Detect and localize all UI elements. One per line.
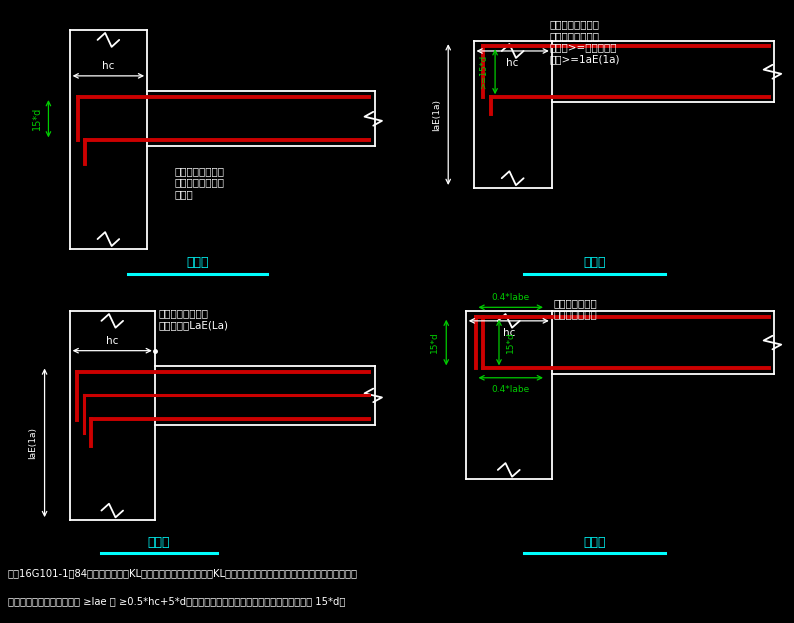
Text: hc: hc [507,58,518,68]
Text: 0.4*labe: 0.4*labe [491,293,530,302]
Text: 节点二: 节点二 [584,257,606,270]
Text: hc: hc [102,61,114,71]
Text: 15*d: 15*d [506,331,515,353]
Text: laE(1a): laE(1a) [29,427,37,459]
Text: hc: hc [503,328,515,338]
Text: 节点三: 节点三 [148,536,170,548]
Text: 下部纵筋直锚时，锚固长度 ≥lae 且 ≥0.5*hc+5*d；不能直锚纵筋伸至对边弯折，弯折长度默认为 15*d。: 下部纵筋直锚时，锚固长度 ≥lae 且 ≥0.5*hc+5*d；不能直锚纵筋伸至… [8,596,345,606]
Text: 节点一: 节点一 [186,257,209,270]
Text: 梁的上、下部纵筋
锚入支座内LaE(La): 梁的上、下部纵筋 锚入支座内LaE(La) [159,308,229,330]
Text: 来源16G101-1第84页的楼层框架梁KL纵向钢筋构造的楼层框架梁KL纵向钢筋构造的抗震楼层框架梁纵向钢筋构造；梁: 来源16G101-1第84页的楼层框架梁KL纵向钢筋构造的楼层框架梁KL纵向钢筋… [8,568,358,578]
Text: hc: hc [106,336,118,346]
Text: 15*d: 15*d [430,331,439,353]
Text: 0.4*labe: 0.4*labe [491,384,530,394]
Text: 节点四: 节点四 [584,536,606,548]
Text: 纵筋伸入支座内
一定长度后弯折: 纵筋伸入支座内 一定长度后弯折 [553,298,597,320]
Text: laE(1a): laE(1a) [432,98,441,131]
Text: 当无法设置直锚时
将纵筋伸至支座对
边弯折>=所输入值，
总长>=1aE(1a): 当无法设置直锚时 将纵筋伸至支座对 边弯折>=所输入值， 总长>=1aE(1a) [549,19,620,64]
Text: 15*d: 15*d [32,107,41,130]
Text: >=15*d: >=15*d [479,55,488,89]
Text: 当无法设置直锚时
将纵筋伸至支座对
边弯折: 当无法设置直锚时 将纵筋伸至支座对 边弯折 [174,166,224,199]
